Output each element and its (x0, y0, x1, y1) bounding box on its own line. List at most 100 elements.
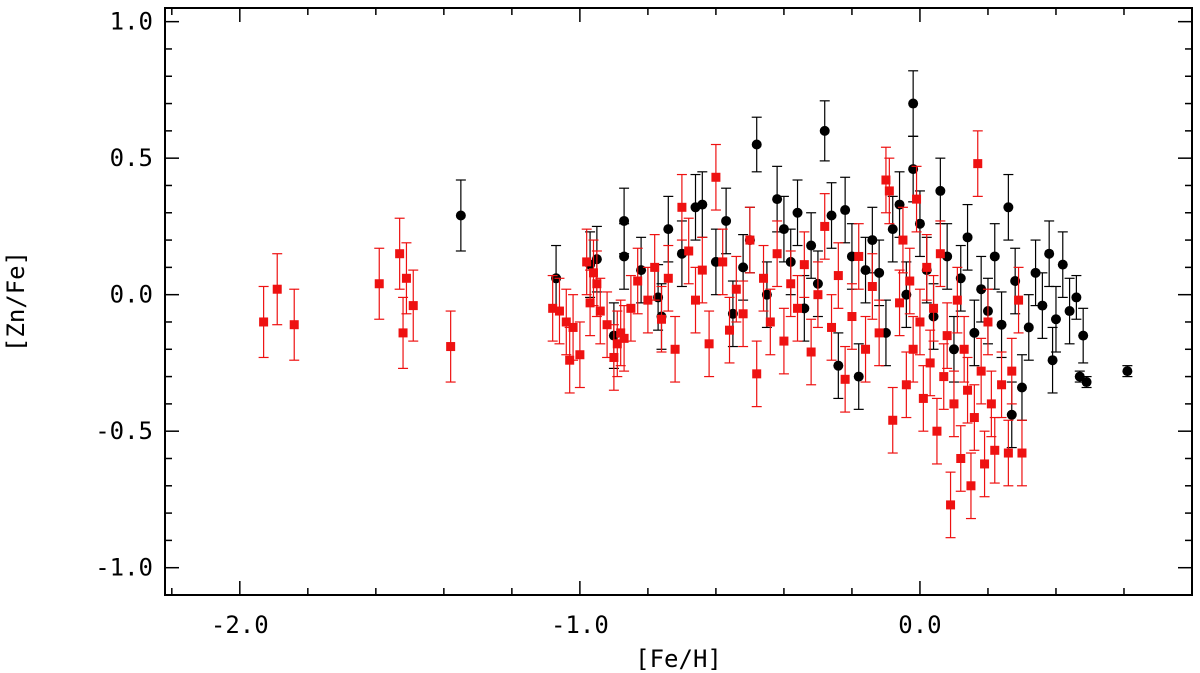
point-marker (908, 98, 919, 109)
point-marker (721, 215, 732, 226)
point-marker (548, 303, 558, 313)
series-black-circles (455, 70, 1133, 449)
data-point (408, 269, 419, 342)
data-point (761, 261, 772, 329)
data-point (911, 165, 922, 233)
data-point (819, 193, 830, 260)
point-marker (806, 347, 816, 357)
point-marker (874, 267, 885, 278)
data-point (455, 179, 466, 252)
point-marker (609, 352, 619, 362)
point-marker (962, 232, 973, 243)
data-point (751, 116, 762, 173)
point-marker (997, 380, 1007, 390)
point-marker (670, 344, 680, 354)
data-point (812, 261, 823, 329)
data-point (758, 244, 769, 312)
point-marker (793, 303, 803, 313)
data-point (972, 130, 983, 197)
point-marker (895, 298, 905, 308)
point-marker (854, 251, 864, 261)
data-point (928, 274, 939, 342)
point-marker (626, 303, 636, 313)
point-marker (582, 257, 592, 267)
data-point (935, 220, 946, 288)
data-point (445, 310, 456, 383)
data-point (819, 100, 830, 162)
point-marker (956, 453, 966, 463)
point-marker (925, 358, 935, 368)
data-point (625, 274, 636, 342)
point-marker (912, 194, 922, 204)
point-marker (826, 210, 837, 221)
point-marker (592, 279, 602, 289)
point-marker (1017, 448, 1027, 458)
data-point (979, 430, 990, 498)
data-point (840, 176, 851, 244)
point-marker (718, 257, 728, 267)
data-point (649, 234, 660, 301)
data-point (272, 253, 283, 326)
point-marker (922, 262, 932, 272)
point-marker (772, 194, 783, 205)
data-point (976, 337, 987, 405)
data-point (908, 70, 919, 137)
point-marker (568, 322, 578, 332)
data-point (874, 299, 885, 367)
point-marker (588, 268, 598, 278)
data-point (724, 296, 735, 364)
point-marker (932, 426, 942, 436)
data-point (853, 223, 864, 290)
point-marker (272, 284, 282, 294)
point-marker (401, 273, 411, 283)
point-marker (616, 328, 626, 338)
point-marker (259, 317, 269, 327)
point-marker (990, 445, 1000, 455)
data-point (1003, 173, 1014, 241)
data-point (826, 182, 837, 249)
data-point (989, 223, 1000, 290)
point-marker (398, 328, 408, 338)
data-point (721, 187, 732, 255)
point-marker (656, 314, 666, 324)
data-point (969, 384, 980, 451)
point-marker (595, 306, 605, 316)
x-axis-title: [Fe/H] (635, 645, 722, 673)
point-marker (1078, 330, 1089, 341)
data-point (955, 425, 966, 492)
data-point (996, 291, 1007, 359)
point-marker (935, 249, 945, 259)
point-marker (612, 339, 622, 349)
point-marker (847, 312, 857, 322)
data-point (908, 315, 919, 383)
point-marker (1010, 276, 1021, 287)
data-point (394, 217, 405, 290)
point-marker (691, 295, 701, 305)
point-marker (996, 319, 1007, 330)
data-point (1122, 365, 1133, 378)
data-point (258, 285, 269, 359)
point-marker (973, 159, 983, 169)
point-marker (942, 331, 952, 341)
point-marker (946, 500, 956, 510)
data-point (717, 228, 728, 296)
data-point (670, 315, 681, 383)
point-marker (585, 298, 595, 308)
data-point (738, 280, 749, 348)
point-marker (738, 309, 748, 319)
data-point (765, 288, 776, 356)
data-point (989, 416, 1000, 484)
data-point (846, 283, 857, 350)
data-point (656, 285, 667, 353)
data-point (969, 299, 980, 367)
point-marker (901, 380, 911, 390)
point-marker (619, 333, 629, 343)
point-marker (738, 262, 749, 273)
data-point (935, 157, 946, 225)
axis-tick-labels: -2.0 -1.0 0.0 -1.0 -0.5 0.0 0.5 1.0 (95, 8, 941, 639)
point-marker (888, 415, 898, 425)
point-marker (813, 290, 823, 300)
point-marker (989, 251, 1000, 262)
data-point (965, 452, 976, 520)
y-tick-label: 1.0 (110, 8, 153, 36)
